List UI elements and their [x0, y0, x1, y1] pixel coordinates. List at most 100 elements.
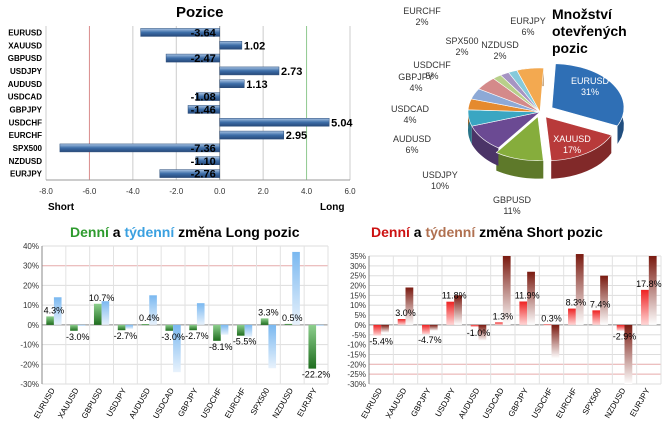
value-label: 2.73: [281, 66, 302, 78]
x-category-label: SPX500: [249, 386, 272, 416]
daily-bar: [543, 324, 552, 326]
value-label: 1.02: [244, 40, 265, 52]
daily-bar: [422, 324, 430, 335]
weekly-bar: [220, 324, 229, 335]
pie-percent: 17%: [563, 145, 581, 155]
category-label: SPX500: [13, 144, 43, 153]
y-tick-label: 20%: [350, 282, 366, 291]
pie-title-line: Množství: [552, 6, 612, 22]
data-label: 8.3%: [566, 298, 587, 308]
value-label: -1.10: [191, 156, 216, 168]
x-tick-label: -2.0: [169, 187, 183, 196]
title-rest: změna Long pozic: [174, 224, 300, 240]
position-bar: [195, 156, 220, 165]
data-label: -8.1%: [209, 342, 233, 352]
x-tick-label: -4.0: [126, 187, 140, 196]
weekly-bar: [77, 324, 86, 326]
x-tick-label: -8.0: [39, 187, 53, 196]
position-bar: [219, 118, 330, 127]
y-tick-label: -20%: [20, 360, 39, 369]
weekly-bar: [648, 256, 657, 325]
pie-slice: [495, 116, 544, 161]
pie-slice: [551, 63, 625, 127]
x-category-label: AUDUSD: [127, 386, 152, 420]
y-tick-label: -30%: [347, 380, 366, 389]
x-tick-label: 4.0: [301, 187, 313, 196]
data-label: -2.9%: [613, 332, 637, 342]
position-bar: [140, 28, 220, 37]
weekly-bar: [527, 271, 535, 325]
pie-slice-side: [496, 152, 544, 179]
value-label: 1.13: [246, 79, 267, 91]
x-category-label: USDCAD: [151, 386, 176, 420]
daily-bar: [568, 308, 576, 325]
value-label: -2.76: [191, 169, 216, 181]
title-daily: Denní: [70, 224, 109, 240]
position-bar: [219, 79, 245, 88]
daily-bar: [470, 324, 479, 327]
pie-title-line: otevřených: [552, 23, 627, 39]
weekly-bar: [292, 251, 300, 325]
pie-slice-side: [551, 135, 612, 179]
positions-title: Pozice: [176, 4, 224, 21]
x-category-label: XAUUSD: [56, 386, 81, 420]
weekly-bar: [53, 297, 62, 325]
x-category-label: NZDUSD: [271, 386, 296, 420]
position-bar: [59, 143, 220, 153]
pie-percent: 6%: [405, 145, 418, 155]
open-positions-pie: EURUSD 31% XAUUSD 17% GBPUSD 11% USDJPY 10% AUDU…: [360, 0, 666, 218]
short-change-chart: Denní a týdenní změna Short pozic 35% 30%…: [333, 220, 666, 424]
pie-label: SPX500: [445, 36, 478, 46]
position-bar: [159, 169, 220, 178]
daily-bar: [260, 318, 269, 325]
short-change-title: Denní a týdenní změna Short pozic: [371, 224, 603, 240]
title-and: a: [108, 224, 125, 240]
y-tick-label: 30%: [23, 262, 39, 271]
x-tick-label: -6.0: [83, 187, 97, 196]
pie-label: XAUUSD: [553, 134, 591, 144]
pie-slice-side: [468, 109, 472, 145]
category-label: XAUUSD: [8, 41, 42, 50]
data-label: 11.8%: [442, 291, 467, 301]
daily-bar: [189, 324, 197, 331]
data-label: 1.3%: [493, 311, 514, 321]
daily-bar: [117, 324, 126, 331]
pie-slice-side: [471, 126, 499, 166]
weekly-bar: [244, 324, 253, 337]
value-label: -2.47: [191, 53, 216, 65]
y-tick-label: -15%: [347, 350, 366, 359]
position-bar: [165, 53, 220, 63]
x-category-label: GBPJPY: [409, 386, 433, 418]
value-label: -7.36: [191, 143, 216, 155]
value-label: -1.46: [191, 104, 216, 116]
pie-percent: 2%: [415, 17, 428, 27]
value-label: 5.04: [331, 117, 353, 129]
daily-bar: [141, 324, 150, 326]
x-tick-label: 2.0: [258, 187, 270, 196]
x-category-label: GBPJPY: [507, 386, 531, 418]
pie-label: GBPUSD: [493, 195, 532, 205]
daily-bar: [46, 316, 54, 325]
pie-label: EURUSD: [571, 76, 610, 86]
y-tick-label: 15%: [350, 291, 366, 300]
data-label: -4.7%: [418, 335, 442, 345]
long-change-chart: Denní a týdenní změna Long pozic 40% 30% 2…: [0, 220, 333, 424]
y-tick-label: -10%: [20, 341, 39, 350]
daily-bar: [308, 324, 317, 369]
y-tick-label: 35%: [350, 252, 366, 261]
pie-label: NZDUSD: [481, 40, 519, 50]
x-category-label: EURUSD: [359, 386, 384, 420]
position-bar: [219, 41, 243, 50]
daily-bar: [236, 324, 245, 336]
y-tick-label: 20%: [23, 281, 39, 290]
data-label: -5.5%: [233, 337, 257, 347]
long-label: Long: [320, 202, 344, 213]
pie-percent: 4%: [403, 115, 416, 125]
x-category-label: EURCHF: [554, 386, 579, 419]
category-label: NZDUSD: [9, 157, 43, 166]
x-category-label: EURJPY: [628, 386, 652, 418]
weekly-bar: [101, 301, 110, 325]
daily-bar: [93, 303, 102, 325]
weekly-bar: [405, 287, 414, 325]
